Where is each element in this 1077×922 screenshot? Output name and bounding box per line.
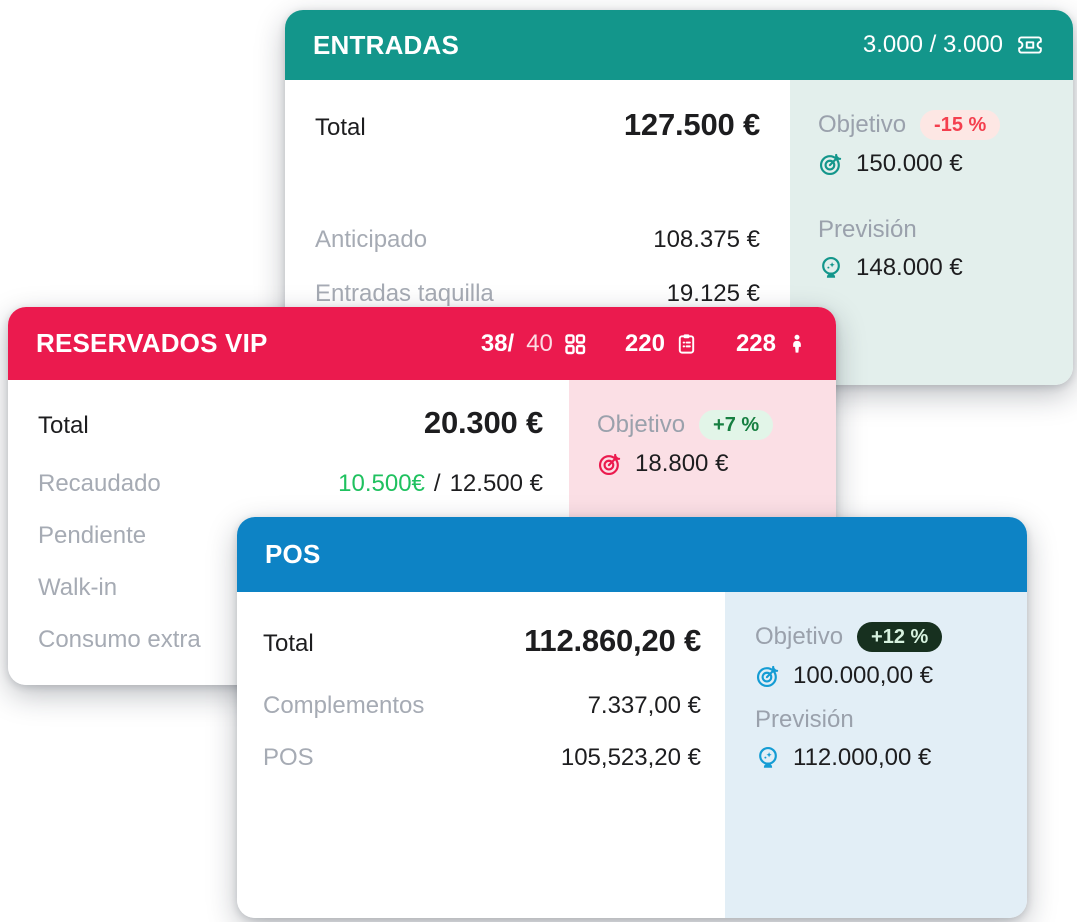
prevision-value: 148.000 €	[856, 254, 963, 281]
grid-icon	[563, 332, 587, 356]
pos-header: POS	[237, 517, 1027, 592]
row-label: Walk-in	[38, 573, 118, 601]
vip-stats: 38/ 40 220	[481, 330, 808, 358]
entradas-objetivo-value-row: 150.000 €	[818, 150, 1047, 178]
pos-card: POS Total 112.860,20 € Complementos 7.33…	[237, 517, 1027, 918]
entradas-total-label: Total	[315, 114, 366, 141]
vip-guests-count: 228	[735, 329, 776, 357]
row-value: 19.125 €	[666, 279, 760, 307]
objetivo-label: Objetivo	[818, 111, 907, 138]
row-value: 108.375 €	[653, 225, 760, 253]
row-value: 10.500€ / 12.500 €	[338, 469, 543, 499]
prevision-value: 112.000,00 €	[793, 744, 932, 771]
row-label: POS	[263, 743, 314, 771]
entradas-capacity: 3.000 / 3.000	[863, 31, 1045, 59]
vip-row-recaudado: Recaudado 10.500€ / 12.500 €	[38, 469, 543, 499]
row-label: Anticipado	[315, 225, 428, 253]
pos-total-row: Total 112.860,20 €	[263, 622, 701, 661]
objetivo-badge: -15 %	[920, 110, 1001, 140]
prevision-label: Previsión	[755, 706, 854, 733]
vip-row-consumo-extra: Consumo extra	[38, 625, 543, 655]
clipboard-icon	[675, 332, 698, 355]
entradas-header: ENTRADAS 3.000 / 3.000	[285, 10, 1073, 80]
row-label: Consumo extra	[38, 625, 201, 653]
row-value: 7.337,00 €	[587, 691, 701, 719]
pos-total-value: 112.860,20 €	[524, 623, 701, 658]
objetivo-badge: +7 %	[699, 410, 774, 440]
vip-tables-total: 40	[526, 329, 553, 357]
pos-prevision-row: Previsión	[755, 706, 1005, 734]
vip-tables-stat: 38/ 40	[481, 330, 587, 358]
vip-header: RESERVADOS VIP 38/ 40 220	[8, 307, 836, 380]
prevision-label: Previsión	[818, 216, 917, 243]
entradas-rows: Anticipado 108.375 € Entradas taquilla 1…	[315, 225, 760, 309]
pos-prevision-value-row: 112.000,00 €	[755, 744, 1005, 772]
vip-rows: Pendiente Walk-in Consumo extra	[38, 521, 543, 655]
entradas-prevision-row: Previsión	[818, 216, 1047, 244]
target-icon	[755, 663, 781, 689]
recaudado-collected: 10.500€	[338, 469, 425, 497]
vip-reservations-stat: 220	[625, 330, 698, 358]
entradas-total-value: 127.500 €	[623, 107, 760, 142]
pos-objetivo-row: Objetivo +12 %	[755, 622, 1005, 652]
recaudado-target: 12.500 €	[449, 469, 543, 497]
pos-body: Total 112.860,20 € Complementos 7.337,00…	[237, 592, 1027, 918]
entradas-objetivo-row: Objetivo -15 %	[818, 110, 1047, 140]
pos-rows: Complementos 7.337,00 € POS 105,523,20 €	[263, 691, 701, 773]
vip-guests-stat: 228	[736, 330, 808, 358]
vip-title: RESERVADOS VIP	[36, 328, 268, 358]
vip-tables-used: 38/	[480, 329, 515, 357]
crystal-ball-icon	[755, 745, 781, 771]
pos-row-complementos: Complementos 7.337,00 €	[263, 691, 701, 721]
target-icon	[597, 451, 623, 477]
crystal-ball-icon	[818, 255, 844, 281]
recaudado-separator: /	[433, 469, 441, 497]
objetivo-value: 100.000,00 €	[793, 662, 934, 689]
vip-total-row: Total 20.300 €	[38, 404, 543, 443]
entradas-prevision-value-row: 148.000 €	[818, 254, 1047, 282]
vip-total-value: 20.300 €	[423, 405, 543, 440]
pos-total-label: Total	[263, 630, 314, 657]
target-icon	[818, 151, 844, 177]
vip-total-label: Total	[38, 412, 89, 439]
row-label: Recaudado	[38, 469, 161, 497]
objetivo-label: Objetivo	[755, 623, 844, 650]
pos-breakdown: Total 112.860,20 € Complementos 7.337,00…	[237, 592, 725, 918]
person-icon	[786, 332, 808, 356]
objetivo-value: 150.000 €	[856, 150, 963, 177]
objetivo-label: Objetivo	[597, 411, 686, 438]
pos-row-pos: POS 105,523,20 €	[263, 743, 701, 773]
vip-row-walkin: Walk-in	[38, 573, 543, 603]
entradas-title: ENTRADAS	[313, 29, 460, 60]
objetivo-value: 18.800 €	[635, 450, 729, 477]
vip-objetivo-row: Objetivo +7 %	[597, 410, 814, 440]
row-label: Entradas taquilla	[315, 279, 494, 307]
ticket-icon	[1015, 32, 1045, 58]
entradas-total-row: Total 127.500 €	[315, 106, 760, 145]
entradas-capacity-value: 3.000 / 3.000	[862, 31, 1003, 58]
entradas-row-taquilla: Entradas taquilla 19.125 €	[315, 279, 760, 309]
row-label: Pendiente	[38, 521, 147, 549]
vip-objetivo-value-row: 18.800 €	[597, 450, 814, 478]
vip-reservations-count: 220	[624, 329, 665, 357]
pos-title: POS	[265, 539, 321, 569]
row-label: Complementos	[263, 691, 425, 719]
entradas-goal-panel: Objetivo -15 % 150.000 € Previsión	[790, 80, 1073, 385]
pos-goal-panel: Objetivo +12 % 100.000,00 € Previsión	[725, 592, 1027, 918]
vip-row-pendiente: Pendiente	[38, 521, 543, 551]
pos-objetivo-value-row: 100.000,00 €	[755, 662, 1005, 690]
objetivo-badge: +12 %	[857, 622, 943, 652]
row-value: 105,523,20 €	[560, 743, 701, 771]
entradas-row-anticipado: Anticipado 108.375 €	[315, 225, 760, 255]
